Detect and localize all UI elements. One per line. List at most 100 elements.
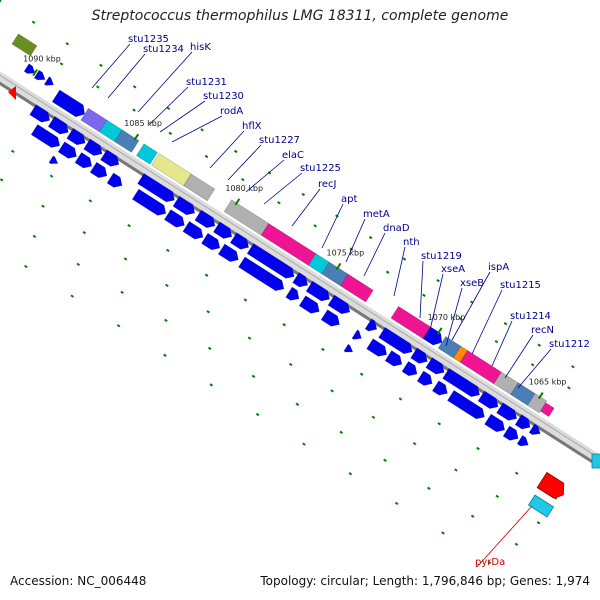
gc-dash bbox=[288, 362, 293, 367]
pyrDa-feature bbox=[536, 471, 565, 499]
feature-5 bbox=[80, 107, 108, 133]
tick-mark bbox=[32, 69, 38, 77]
gc-dash bbox=[571, 365, 575, 369]
feature-65 bbox=[401, 360, 418, 377]
tick-label: 1080 kbp bbox=[225, 184, 263, 193]
gene-label-ispA: ispA bbox=[488, 262, 509, 273]
feature-40 bbox=[378, 327, 413, 355]
feature-42 bbox=[425, 357, 445, 375]
tick-mark bbox=[335, 262, 342, 270]
gc-dash bbox=[514, 471, 519, 475]
feature-48 bbox=[30, 124, 61, 148]
leader-stu1214 bbox=[491, 320, 513, 367]
tick-mark bbox=[436, 327, 443, 335]
leader-stu1235 bbox=[91, 43, 131, 89]
leader-stu1231 bbox=[149, 86, 189, 125]
gene-label-metA: metA bbox=[363, 209, 390, 220]
feature-32 bbox=[194, 209, 216, 229]
gc-dash bbox=[495, 494, 500, 499]
gc-dash bbox=[394, 501, 399, 506]
gene-label-dnaD: dnaD bbox=[383, 223, 410, 234]
feature-27 bbox=[66, 127, 86, 146]
gene-label-stu1219: stu1219 bbox=[421, 251, 462, 262]
feature-41 bbox=[410, 347, 428, 364]
gc-dash bbox=[330, 389, 334, 393]
leader-stu1219 bbox=[419, 260, 424, 319]
gc-dash bbox=[441, 531, 445, 535]
feature-63 bbox=[366, 338, 388, 357]
gc-dash bbox=[487, 560, 492, 565]
gc-dash bbox=[0, 178, 4, 182]
gc-dash bbox=[454, 468, 458, 472]
feature-49 bbox=[57, 141, 77, 159]
gc-dash bbox=[70, 294, 75, 298]
gc-dash bbox=[437, 422, 442, 426]
leader-rodA bbox=[171, 115, 223, 143]
feature-22 bbox=[510, 382, 536, 406]
feature-58 bbox=[238, 256, 285, 292]
gc-dash bbox=[301, 192, 306, 197]
leader-stu1215 bbox=[471, 289, 503, 355]
gc-skew-ticks bbox=[0, 0, 575, 565]
gene-label-xseA: xseA bbox=[441, 264, 465, 275]
gc-dash bbox=[385, 270, 390, 274]
gc-dash bbox=[240, 177, 245, 182]
gene-label-rodA: rodA bbox=[220, 106, 243, 117]
tick-mark bbox=[234, 198, 241, 206]
gene-label-nth: nth bbox=[403, 237, 420, 248]
feature-16 bbox=[390, 305, 431, 340]
feature-66 bbox=[416, 370, 433, 386]
tick-label: 1070 kbp bbox=[428, 313, 466, 322]
feature-59 bbox=[285, 286, 300, 301]
map-title: Streptococcus thermophilus LMG 18311, co… bbox=[91, 8, 509, 24]
gene-label-apt: apt bbox=[341, 194, 357, 205]
feature-9 bbox=[151, 153, 192, 187]
leader-hisK bbox=[137, 51, 193, 113]
gc-dash bbox=[530, 363, 535, 367]
gene-label-stu1235: stu1235 bbox=[128, 34, 169, 45]
gc-dash bbox=[166, 106, 171, 111]
tick-mark bbox=[133, 133, 140, 141]
feature-28 bbox=[83, 138, 103, 156]
feature-53 bbox=[131, 188, 167, 216]
feature-11 bbox=[223, 199, 270, 236]
feature-67 bbox=[431, 380, 448, 396]
gc-dash bbox=[204, 154, 209, 159]
left-red-arrow bbox=[8, 86, 16, 100]
feature-29 bbox=[100, 149, 120, 167]
gc-dash bbox=[302, 442, 306, 446]
leader-stu1212 bbox=[517, 348, 552, 389]
gene-label-recJ: recJ bbox=[318, 179, 337, 190]
gene-label-stu1231: stu1231 bbox=[186, 77, 227, 88]
feature-0 bbox=[11, 33, 38, 57]
gc-dash bbox=[359, 372, 364, 376]
leader-elaC bbox=[245, 159, 285, 193]
gc-dash bbox=[204, 273, 209, 277]
feature-34 bbox=[229, 232, 250, 250]
leader-hflX bbox=[209, 130, 245, 169]
gene-label-stu1214: stu1214 bbox=[510, 311, 551, 322]
leader-recJ bbox=[291, 188, 321, 227]
gc-dash bbox=[536, 521, 541, 525]
gc-dash bbox=[514, 542, 519, 546]
gc-dash bbox=[412, 441, 417, 446]
gc-dash bbox=[41, 204, 45, 208]
feature-52 bbox=[106, 172, 123, 188]
feature-20 bbox=[459, 350, 502, 385]
feature-24 bbox=[539, 402, 555, 418]
gc-dash bbox=[65, 42, 70, 46]
feature-54 bbox=[163, 209, 185, 228]
gc-dash bbox=[24, 264, 28, 269]
leader-stu1227 bbox=[227, 144, 262, 181]
feature-55 bbox=[182, 220, 204, 240]
feature-71 bbox=[516, 435, 529, 447]
gc-dash bbox=[168, 131, 173, 135]
leader-apt bbox=[321, 203, 344, 249]
gc-dash bbox=[476, 446, 480, 451]
gc-dash bbox=[247, 336, 252, 340]
feature-37 bbox=[305, 280, 330, 302]
feature-69 bbox=[484, 413, 506, 433]
gc-dash bbox=[88, 199, 93, 203]
